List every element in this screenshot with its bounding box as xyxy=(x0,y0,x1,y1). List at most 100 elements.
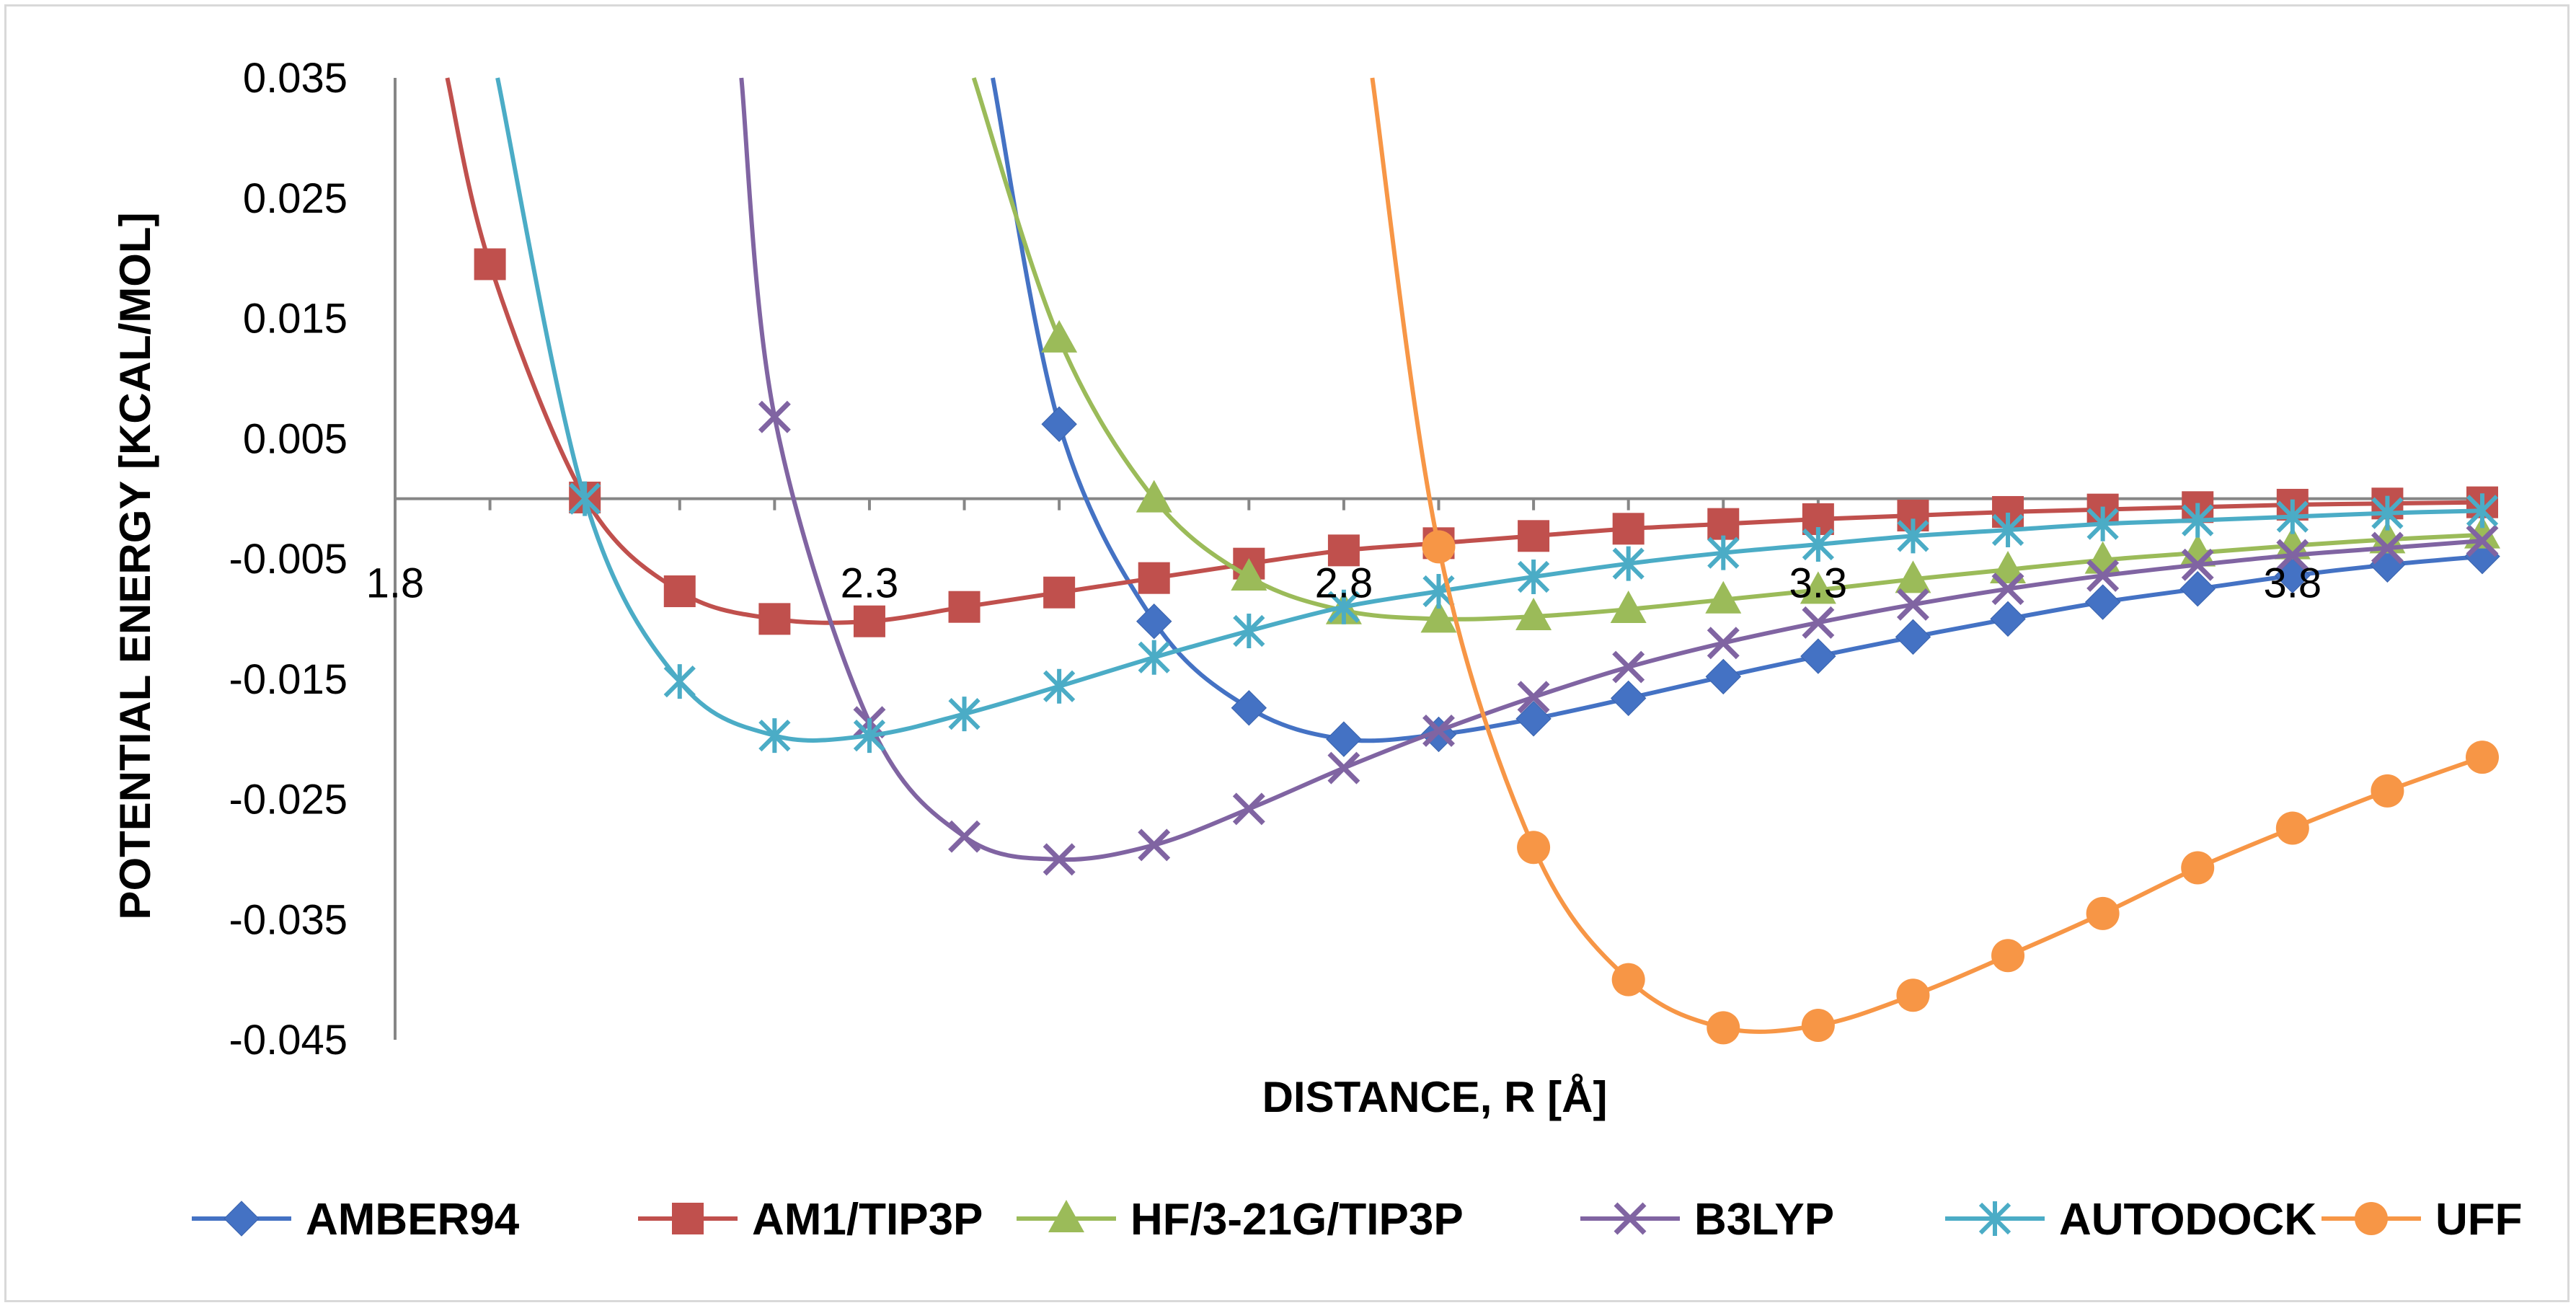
data-point-autodock xyxy=(2086,506,2119,542)
y-tick-label: -0.045 xyxy=(229,1017,348,1064)
data-point-b3lyp xyxy=(1327,751,1360,785)
data-point-hf-3-21g-tip3p xyxy=(1041,319,1078,353)
data-point-b3lyp xyxy=(2371,531,2404,565)
data-point-autodock xyxy=(569,481,601,516)
data-point-am1-tip3p xyxy=(853,605,885,637)
x-tick-label: 2.3 xyxy=(841,560,899,607)
legend-label: AM1/TIP3P xyxy=(752,1195,983,1245)
data-point-b3lyp xyxy=(1138,828,1171,862)
legend-marker xyxy=(223,1201,260,1237)
data-point-autodock xyxy=(1138,640,1170,675)
data-point-autodock xyxy=(663,664,696,699)
data-point-autodock xyxy=(1707,535,1740,570)
data-point-am1-tip3p xyxy=(1518,520,1550,552)
x-tick-label: 1.8 xyxy=(366,560,425,607)
legend-label: AMBER94 xyxy=(306,1195,520,1245)
data-point-uff xyxy=(1801,1008,1835,1042)
legend-marker xyxy=(1978,1201,2011,1236)
data-point-autodock xyxy=(1612,546,1645,581)
data-point-amber94 xyxy=(1705,658,1741,695)
data-point-uff xyxy=(1991,939,2025,973)
series-amber94 xyxy=(991,77,2500,757)
legend-label: AUTODOCK xyxy=(2059,1195,2316,1245)
data-point-am1-tip3p xyxy=(1707,508,1740,540)
data-point-autodock xyxy=(948,697,981,732)
data-point-b3lyp xyxy=(2466,524,2499,557)
data-point-amber94 xyxy=(2084,584,2121,620)
data-point-amber94 xyxy=(1231,690,1267,726)
data-point-autodock xyxy=(1802,526,1834,562)
y-tick-label: 0.025 xyxy=(243,175,348,222)
data-point-b3lyp xyxy=(1232,792,1265,826)
data-point-uff xyxy=(1611,963,1645,997)
y-axis-title: POTENTIAL ENERGY [KCAL/MOL] xyxy=(111,212,159,919)
data-point-autodock xyxy=(758,718,791,754)
data-point-am1-tip3p xyxy=(758,603,791,635)
legend-item-am1-tip3p: AM1/TIP3P xyxy=(638,1195,983,1245)
data-point-hf-3-21g-tip3p xyxy=(1231,558,1267,591)
chart-frame xyxy=(4,4,2570,1302)
legend-marker xyxy=(2355,1202,2388,1235)
y-tick-label: -0.015 xyxy=(229,656,348,703)
data-point-autodock xyxy=(1327,589,1360,624)
series-layer xyxy=(445,77,2500,1045)
data-point-autodock xyxy=(1517,560,1550,595)
legend-item-b3lyp: B3LYP xyxy=(1580,1195,1834,1245)
data-point-amber94 xyxy=(1515,701,1552,737)
data-point-uff xyxy=(1517,831,1551,865)
legend-item-hf-3-21g-tip3p: HF/3-21G/TIP3P xyxy=(1017,1195,1464,1245)
data-point-hf-3-21g-tip3p xyxy=(1800,571,1836,604)
data-point-uff xyxy=(2086,896,2120,930)
data-point-autodock xyxy=(1991,512,2024,547)
data-point-autodock xyxy=(2466,493,2499,529)
data-point-uff xyxy=(2466,741,2499,774)
data-point-b3lyp xyxy=(1802,606,1835,639)
data-point-autodock xyxy=(853,718,886,754)
data-point-autodock xyxy=(1897,518,1929,554)
legend-marker xyxy=(1614,1202,1647,1235)
y-tick-label: -0.005 xyxy=(229,536,348,583)
data-point-am1-tip3p xyxy=(948,591,981,623)
legend: AMBER94 AM1/TIP3P HF/3-21G/TIP3P B3LYP AUTOD… xyxy=(192,1195,2523,1245)
data-point-amber94 xyxy=(1136,604,1172,640)
legend-marker xyxy=(672,1203,704,1234)
data-point-am1-tip3p xyxy=(1612,513,1645,545)
data-point-am1-tip3p xyxy=(1327,534,1360,567)
data-point-b3lyp xyxy=(1043,843,1076,876)
data-point-amber94 xyxy=(1990,601,2026,637)
data-point-hf-3-21g-tip3p xyxy=(1610,591,1647,624)
data-point-amber94 xyxy=(1610,680,1647,717)
data-point-amber94 xyxy=(1041,406,1077,442)
data-point-hf-3-21g-tip3p xyxy=(2274,526,2311,560)
data-point-hf-3-21g-tip3p xyxy=(1990,551,2027,584)
data-point-uff xyxy=(1896,978,1930,1012)
data-point-amber94 xyxy=(1895,619,1931,655)
legend-label: UFF xyxy=(2435,1195,2523,1245)
series-line-am1-tip3p xyxy=(445,77,2483,625)
data-point-b3lyp xyxy=(2276,539,2309,572)
y-tick-label: 0.035 xyxy=(243,55,348,102)
data-point-amber94 xyxy=(1800,638,1836,674)
x-tick-label: 3.3 xyxy=(1789,560,1848,607)
data-point-uff xyxy=(1707,1011,1740,1045)
legend-marker xyxy=(1048,1200,1084,1232)
data-point-uff xyxy=(2371,774,2404,808)
data-point-amber94 xyxy=(2179,570,2216,607)
series-autodock xyxy=(495,77,2499,754)
data-point-hf-3-21g-tip3p xyxy=(1515,598,1552,631)
data-point-b3lyp xyxy=(1422,714,1455,747)
series-line-b3lyp xyxy=(739,77,2483,862)
data-point-autodock xyxy=(2182,503,2214,538)
legend-item-autodock: AUTODOCK xyxy=(1945,1195,2316,1245)
data-point-b3lyp xyxy=(1612,650,1645,684)
data-point-autodock xyxy=(2371,495,2404,531)
data-point-am1-tip3p xyxy=(1043,576,1076,609)
legend-item-amber94: AMBER94 xyxy=(192,1195,520,1245)
data-point-autodock xyxy=(2276,499,2309,534)
series-am1-tip3p xyxy=(445,77,2498,637)
legend-item-uff: UFF xyxy=(2322,1195,2523,1245)
y-tick-label: -0.035 xyxy=(229,896,348,943)
data-point-hf-3-21g-tip3p xyxy=(1705,580,1742,614)
data-point-uff xyxy=(2275,811,2309,845)
